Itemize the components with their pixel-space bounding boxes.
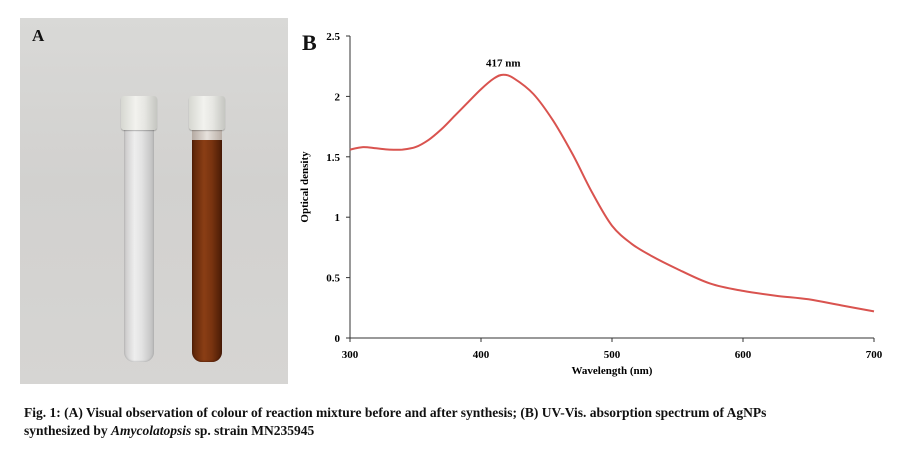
tube-photo-panel: A [20, 18, 288, 384]
tube-cap-right [189, 96, 225, 130]
y-tick-label: 1.5 [326, 152, 340, 164]
y-tick-label: 0 [335, 333, 341, 345]
reaction-tube-brown [192, 114, 222, 362]
x-tick-label: 500 [604, 349, 621, 361]
panel-b-label: B [302, 30, 317, 55]
y-axis-label: Optical density [299, 151, 311, 223]
x-tick-label: 400 [473, 349, 490, 361]
figure-caption: Fig. 1: (A) Visual observation of colour… [24, 404, 894, 440]
y-tick-label: 0.5 [326, 273, 340, 285]
control-tube-clear [124, 114, 154, 362]
y-tick-label: 2.5 [326, 31, 340, 43]
caption-line-1: Fig. 1: (A) Visual observation of colour… [24, 405, 767, 420]
tube-cap-left [121, 96, 157, 130]
y-tick-label: 1 [335, 212, 341, 224]
x-tick-label: 600 [735, 349, 752, 361]
caption-line-2: synthesized by Amycolatopsis sp. strain … [24, 423, 315, 438]
uv-vis-spectrum-chart: 300 400 500 600 700 0 0.5 1 1.5 2 2.5 417 nm Wavel… [299, 31, 883, 377]
y-tick-label: 2 [335, 91, 341, 103]
x-tick-label: 700 [866, 349, 883, 361]
uv-vis-chart-panel: B 300 400 500 600 700 0 0.5 1 1.5 2 2.5 417 nm Wav… [292, 16, 892, 388]
species-name: Amycolatopsis [111, 423, 192, 438]
panel-a-label: A [32, 26, 45, 45]
x-tick-label: 300 [342, 349, 359, 361]
peak-annotation: 417 nm [486, 58, 521, 70]
x-axis-label: Wavelength (nm) [572, 365, 653, 377]
absorbance-curve [349, 73, 875, 313]
